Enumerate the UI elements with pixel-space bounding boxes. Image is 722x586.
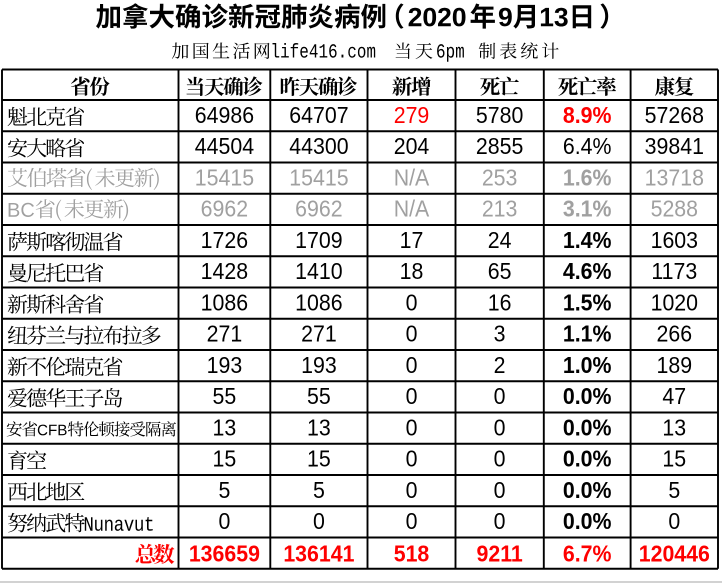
svg-text:193: 193 <box>301 352 337 378</box>
svg-text:0: 0 <box>494 384 506 410</box>
svg-text:1.1%: 1.1% <box>563 321 612 347</box>
svg-text:5: 5 <box>313 477 325 503</box>
svg-text:193: 193 <box>207 352 243 378</box>
svg-text:16: 16 <box>488 290 512 316</box>
svg-text:6.7%: 6.7% <box>563 541 612 567</box>
svg-text:0: 0 <box>494 446 506 472</box>
svg-text:47: 47 <box>662 384 686 410</box>
svg-text:24: 24 <box>488 227 512 253</box>
svg-text:15415: 15415 <box>195 165 254 191</box>
svg-text:15: 15 <box>307 446 331 472</box>
svg-text:N/A: N/A <box>394 165 430 191</box>
svg-text:1086: 1086 <box>201 290 248 316</box>
svg-text:39841: 39841 <box>645 134 704 160</box>
svg-text:0.0%: 0.0% <box>563 477 612 503</box>
svg-text:13: 13 <box>662 415 686 441</box>
svg-text:1726: 1726 <box>201 227 248 253</box>
svg-text:17: 17 <box>400 227 424 253</box>
svg-text:136141: 136141 <box>283 541 354 567</box>
svg-text:0: 0 <box>406 446 418 472</box>
svg-text:1.6%: 1.6% <box>563 165 612 191</box>
svg-text:1410: 1410 <box>295 259 342 285</box>
svg-text:120446: 120446 <box>639 541 710 567</box>
svg-text:0: 0 <box>668 509 680 535</box>
svg-text:253: 253 <box>482 165 518 191</box>
svg-text:1.0%: 1.0% <box>563 352 612 378</box>
svg-text:8.9%: 8.9% <box>563 102 612 128</box>
svg-text:5288: 5288 <box>651 196 698 222</box>
svg-text:6962: 6962 <box>295 196 342 222</box>
svg-text:6.4%: 6.4% <box>563 134 612 160</box>
svg-text:1709: 1709 <box>295 227 342 253</box>
svg-text:18: 18 <box>400 259 424 285</box>
svg-text:271: 271 <box>301 321 337 347</box>
svg-text:3: 3 <box>494 321 506 347</box>
svg-text:13718: 13718 <box>645 165 704 191</box>
svg-text:0: 0 <box>406 509 418 535</box>
svg-text:0: 0 <box>494 477 506 503</box>
svg-text:213: 213 <box>482 196 518 222</box>
svg-text:44300: 44300 <box>289 134 348 160</box>
svg-text:0: 0 <box>313 509 325 535</box>
svg-text:518: 518 <box>394 541 430 567</box>
svg-text:1.5%: 1.5% <box>563 290 612 316</box>
svg-text:1.4%: 1.4% <box>563 227 612 253</box>
svg-text:N/A: N/A <box>394 196 430 222</box>
svg-text:0.0%: 0.0% <box>563 384 612 410</box>
svg-text:1603: 1603 <box>651 227 698 253</box>
svg-text:64986: 64986 <box>195 102 254 128</box>
svg-text:0: 0 <box>406 290 418 316</box>
svg-text:65: 65 <box>488 259 512 285</box>
svg-text:0: 0 <box>494 415 506 441</box>
svg-text:2855: 2855 <box>476 134 523 160</box>
svg-text:6962: 6962 <box>201 196 248 222</box>
svg-text:15: 15 <box>213 446 237 472</box>
svg-text:136659: 136659 <box>189 541 260 567</box>
svg-text:15: 15 <box>662 446 686 472</box>
svg-text:64707: 64707 <box>289 102 348 128</box>
svg-text:266: 266 <box>657 321 693 347</box>
svg-text:5780: 5780 <box>476 102 523 128</box>
svg-text:13: 13 <box>307 415 331 441</box>
svg-text:204: 204 <box>394 134 430 160</box>
svg-text:55: 55 <box>307 384 331 410</box>
svg-text:0.0%: 0.0% <box>563 509 612 535</box>
svg-text:44504: 44504 <box>195 134 254 160</box>
svg-text:0: 0 <box>406 352 418 378</box>
svg-text:271: 271 <box>207 321 243 347</box>
svg-text:2: 2 <box>494 352 506 378</box>
svg-text:5: 5 <box>218 477 230 503</box>
svg-text:1020: 1020 <box>651 290 698 316</box>
svg-text:9211: 9211 <box>476 541 522 567</box>
svg-text:5: 5 <box>668 477 680 503</box>
svg-text:0: 0 <box>406 477 418 503</box>
svg-text:55: 55 <box>213 384 237 410</box>
svg-text:1428: 1428 <box>201 259 248 285</box>
svg-text:4.6%: 4.6% <box>563 259 612 285</box>
svg-text:0: 0 <box>406 384 418 410</box>
svg-text:279: 279 <box>394 102 430 128</box>
svg-text:3.1%: 3.1% <box>563 196 612 222</box>
svg-text:13: 13 <box>213 415 237 441</box>
svg-text:0: 0 <box>406 415 418 441</box>
svg-text:0: 0 <box>494 509 506 535</box>
svg-text:57268: 57268 <box>645 102 704 128</box>
svg-text:0: 0 <box>406 321 418 347</box>
svg-text:15415: 15415 <box>289 165 348 191</box>
svg-text:1173: 1173 <box>651 259 697 285</box>
svg-text:0: 0 <box>218 509 230 535</box>
svg-text:189: 189 <box>657 352 693 378</box>
svg-text:0.0%: 0.0% <box>563 446 612 472</box>
svg-text:1086: 1086 <box>295 290 342 316</box>
svg-text:0.0%: 0.0% <box>563 415 612 441</box>
